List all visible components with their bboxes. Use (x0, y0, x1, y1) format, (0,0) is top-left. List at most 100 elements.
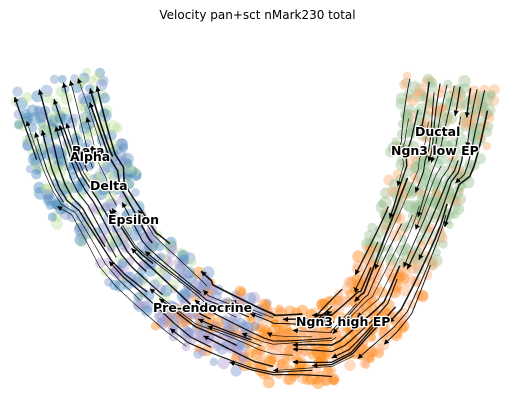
cell-point (112, 162, 123, 173)
cell-point (400, 189, 411, 199)
cell-point (256, 323, 266, 333)
cell-point (27, 112, 41, 125)
cell-point (209, 357, 218, 367)
cell-point (441, 184, 452, 195)
cell-point (34, 186, 47, 200)
streamline-arrowhead (231, 300, 237, 306)
cell-point (140, 300, 153, 313)
streamline-arrowhead (89, 102, 94, 109)
cell-point (193, 348, 204, 359)
streamline-arrowhead (54, 126, 60, 132)
streamline (354, 206, 390, 276)
streamline-arrowhead (354, 296, 360, 302)
cell-point (403, 201, 414, 212)
cell-point (117, 215, 130, 228)
streamline (86, 117, 117, 206)
streamline (466, 89, 478, 148)
cell-point (130, 167, 140, 177)
cell-point (444, 97, 455, 107)
cell-point (483, 121, 494, 132)
streamline (149, 288, 293, 356)
streamline (455, 90, 486, 184)
streamline (389, 109, 419, 219)
streamline-arrowhead (357, 312, 363, 318)
streamline-arrowhead (273, 367, 279, 373)
streamline (443, 110, 489, 227)
streamline-arrowhead (69, 80, 75, 86)
cell-point (77, 238, 87, 248)
cell-point (395, 223, 408, 236)
cell-point (334, 289, 344, 299)
cell-point (124, 172, 133, 181)
streamline (313, 288, 343, 318)
cell-point (138, 287, 149, 298)
cell-point (379, 328, 389, 339)
cell-point (487, 90, 496, 99)
cell-point (305, 319, 319, 333)
streamline (108, 261, 212, 348)
cell-point (149, 235, 161, 247)
cell-point (443, 185, 455, 197)
cell-point (359, 358, 370, 369)
cell-point (116, 166, 129, 180)
cell-point (442, 140, 453, 151)
cell-point (344, 325, 355, 336)
cell-point (399, 285, 411, 297)
cell-point (415, 172, 429, 185)
streamline (356, 205, 420, 318)
cell-point (37, 122, 49, 134)
cell-point (319, 328, 332, 341)
cell-point (158, 265, 169, 276)
streamline (194, 299, 332, 342)
cell-point (372, 342, 385, 355)
cell-point (376, 317, 389, 330)
cell-point (43, 148, 55, 161)
cell-point (463, 114, 476, 127)
cell-point (143, 256, 157, 270)
streamline (292, 322, 377, 364)
cell-point (293, 317, 304, 328)
cell-point (475, 105, 487, 117)
cell-point (282, 374, 293, 386)
cell-point (391, 142, 403, 155)
streamline-arrowhead (419, 125, 425, 131)
cell-point (332, 300, 341, 310)
cell-point (180, 295, 192, 307)
cell-point (31, 169, 42, 180)
cell-point (123, 159, 134, 169)
cell-point (377, 199, 386, 208)
cell-point (112, 123, 123, 133)
streamline (420, 81, 430, 131)
streamline-arrowhead (346, 315, 353, 321)
cell-point (157, 317, 166, 326)
cell-point (335, 293, 344, 303)
cell-point (14, 120, 24, 130)
cell-point (451, 210, 460, 219)
cell-point (73, 183, 83, 193)
streamline-arrowhead (170, 328, 176, 334)
cell-point (45, 200, 56, 210)
cell-point (60, 92, 73, 105)
cell-point (408, 140, 420, 152)
cell-point (108, 198, 118, 208)
cell-point (456, 100, 465, 109)
cell-point (426, 96, 437, 107)
cluster-label-ductal: Ductal (415, 124, 460, 139)
cell-point (177, 249, 190, 262)
cell-point (114, 254, 124, 264)
cell-point (155, 309, 167, 321)
cell-point (294, 364, 305, 376)
streamline (169, 328, 313, 374)
streamline-arrowhead (40, 130, 46, 136)
cell-point (159, 318, 169, 328)
cell-point (75, 220, 89, 234)
cell-point (99, 185, 109, 196)
cell-point (187, 257, 197, 267)
streamline-arrowhead (241, 332, 248, 338)
cell-point (48, 117, 58, 127)
cell-point (285, 329, 296, 341)
cell-point (396, 315, 408, 328)
cell-point (299, 345, 310, 356)
cell-point (399, 222, 410, 233)
cell-point (412, 89, 425, 103)
